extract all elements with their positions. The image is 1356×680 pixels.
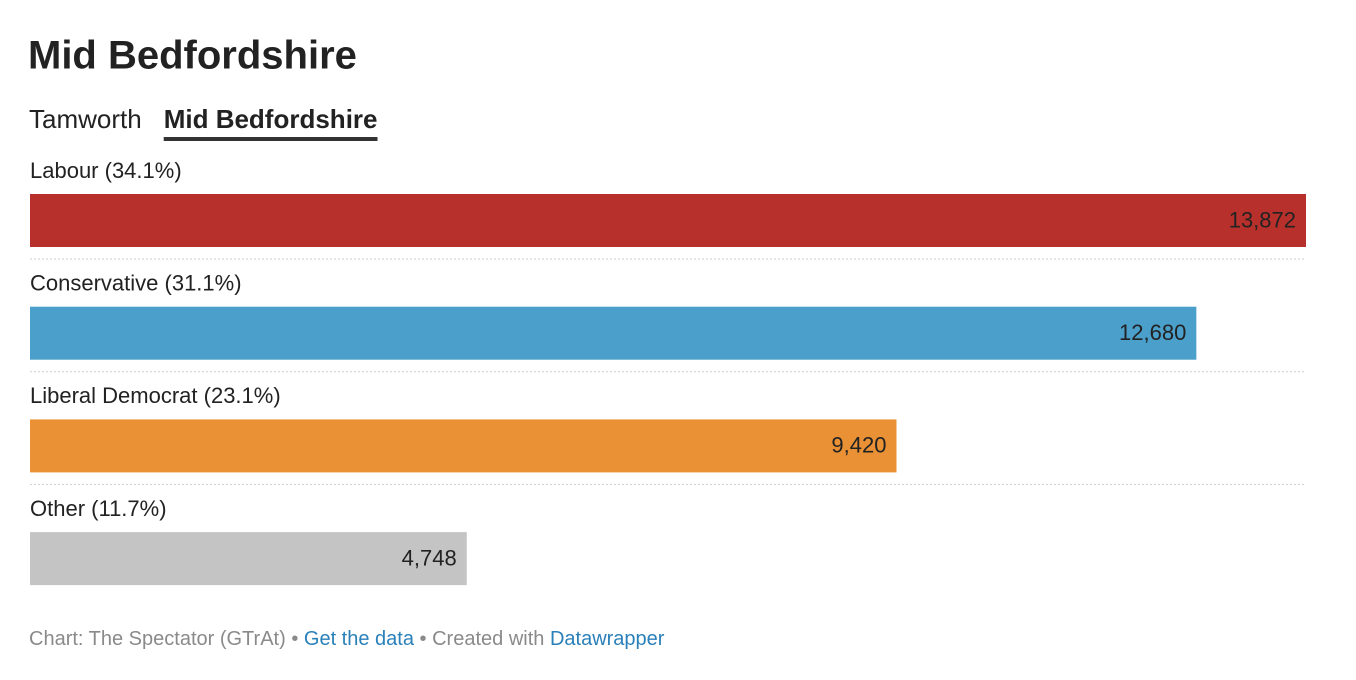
bar bbox=[30, 532, 467, 586]
footer-source: Chart: The Spectator (GTrAt) bbox=[29, 628, 286, 650]
category-label: Liberal Democrat (23.1%) bbox=[30, 383, 281, 408]
value-label: 13,872 bbox=[1229, 207, 1296, 232]
tab[interactable]: Tamworth bbox=[29, 104, 142, 134]
get-data-link[interactable]: Get the data bbox=[304, 628, 415, 650]
category-label: Other (11.7%) bbox=[30, 496, 167, 521]
chart-title: Mid Bedfordshire bbox=[28, 34, 357, 78]
value-label: 12,680 bbox=[1119, 320, 1186, 345]
bar bbox=[30, 194, 1306, 247]
datawrapper-link[interactable]: Datawrapper bbox=[550, 628, 665, 650]
footer: Chart: The Spectator (GTrAt) • Get the d… bbox=[29, 628, 665, 650]
value-label: 4,748 bbox=[402, 545, 457, 570]
footer-separator: • bbox=[420, 628, 427, 650]
category-label: Labour (34.1%) bbox=[30, 158, 182, 183]
tab-underline bbox=[163, 137, 378, 141]
bar bbox=[30, 306, 1197, 360]
bar bbox=[30, 419, 897, 473]
category-label: Conservative (31.1%) bbox=[30, 271, 242, 296]
value-label: 9,420 bbox=[831, 433, 886, 458]
tab[interactable]: Mid Bedfordshire bbox=[164, 104, 378, 134]
footer-separator: • bbox=[291, 628, 298, 650]
footer-created: Created with bbox=[432, 628, 544, 650]
